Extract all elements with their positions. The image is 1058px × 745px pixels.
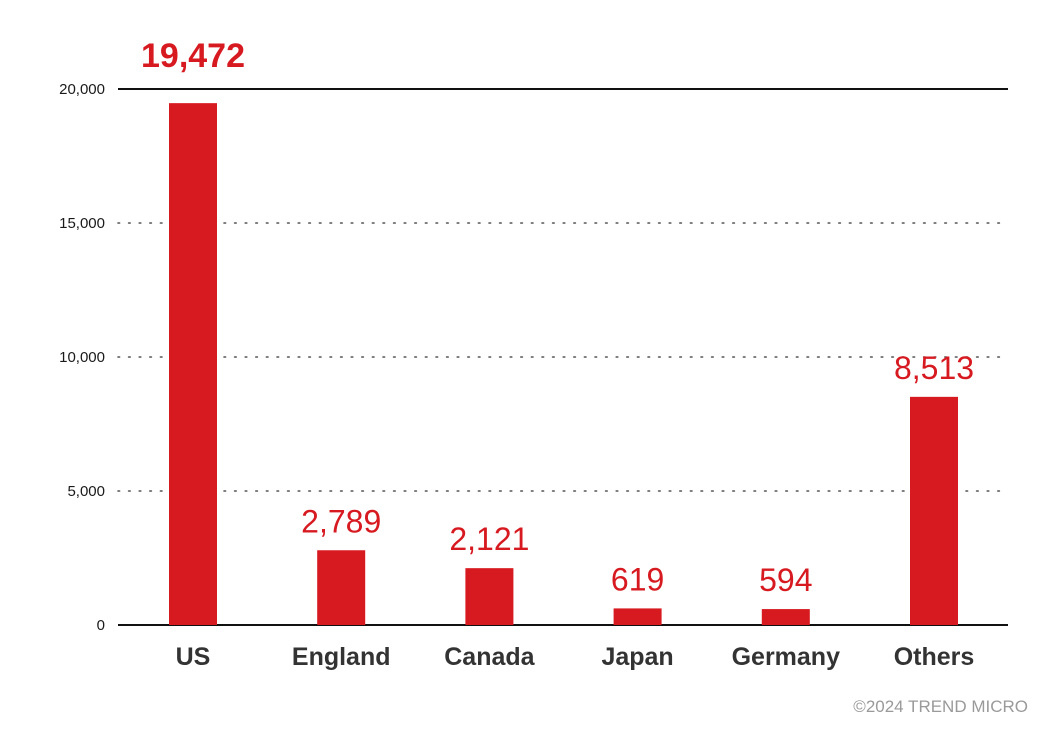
x-tick-label-england: England: [292, 643, 391, 671]
gridlines: [117, 88, 1009, 626]
y-axis-ticks: 0 5,000 10,000 15,000 20,000: [59, 81, 105, 634]
bar-germany: [761, 609, 810, 625]
x-tick-label-germany: Germany: [732, 643, 840, 671]
x-tick-label-us: US: [176, 643, 211, 671]
x-tick-label-others: Others: [894, 643, 975, 671]
y-tick-label: 15,000: [59, 215, 105, 232]
y-tick-label: 20,000: [59, 81, 105, 98]
bar-others: [910, 396, 958, 625]
data-label-japan: 619: [611, 561, 664, 597]
y-tick-label: 5,000: [67, 483, 105, 500]
data-label-others: 8,513: [894, 350, 974, 386]
data-label-england: 2,789: [301, 503, 381, 539]
bar-england: [317, 550, 366, 625]
y-tick-label: 10,000: [59, 349, 105, 366]
data-label-canada: 2,121: [449, 521, 529, 557]
data-labels: 19,472 2,789 2,121 619 594 8,513: [141, 37, 974, 598]
bar-us: [169, 103, 217, 626]
bar-canada: [465, 568, 514, 625]
y-tick-label: 0: [97, 617, 105, 634]
bar-japan: [613, 608, 662, 625]
copyright-credit: ©2024 TREND MICRO: [853, 697, 1028, 716]
data-label-germany: 594: [759, 562, 812, 598]
x-axis-ticks: US England Canada Japan Germany Others: [176, 643, 975, 671]
data-label-us: 19,472: [141, 37, 245, 75]
x-tick-label-japan: Japan: [601, 643, 673, 671]
bar-chart: 0 5,000 10,000 15,000 20,000 19,472 2,789 2,12…: [59, 37, 1009, 671]
x-tick-label-canada: Canada: [444, 643, 535, 671]
bars: [169, 103, 958, 626]
